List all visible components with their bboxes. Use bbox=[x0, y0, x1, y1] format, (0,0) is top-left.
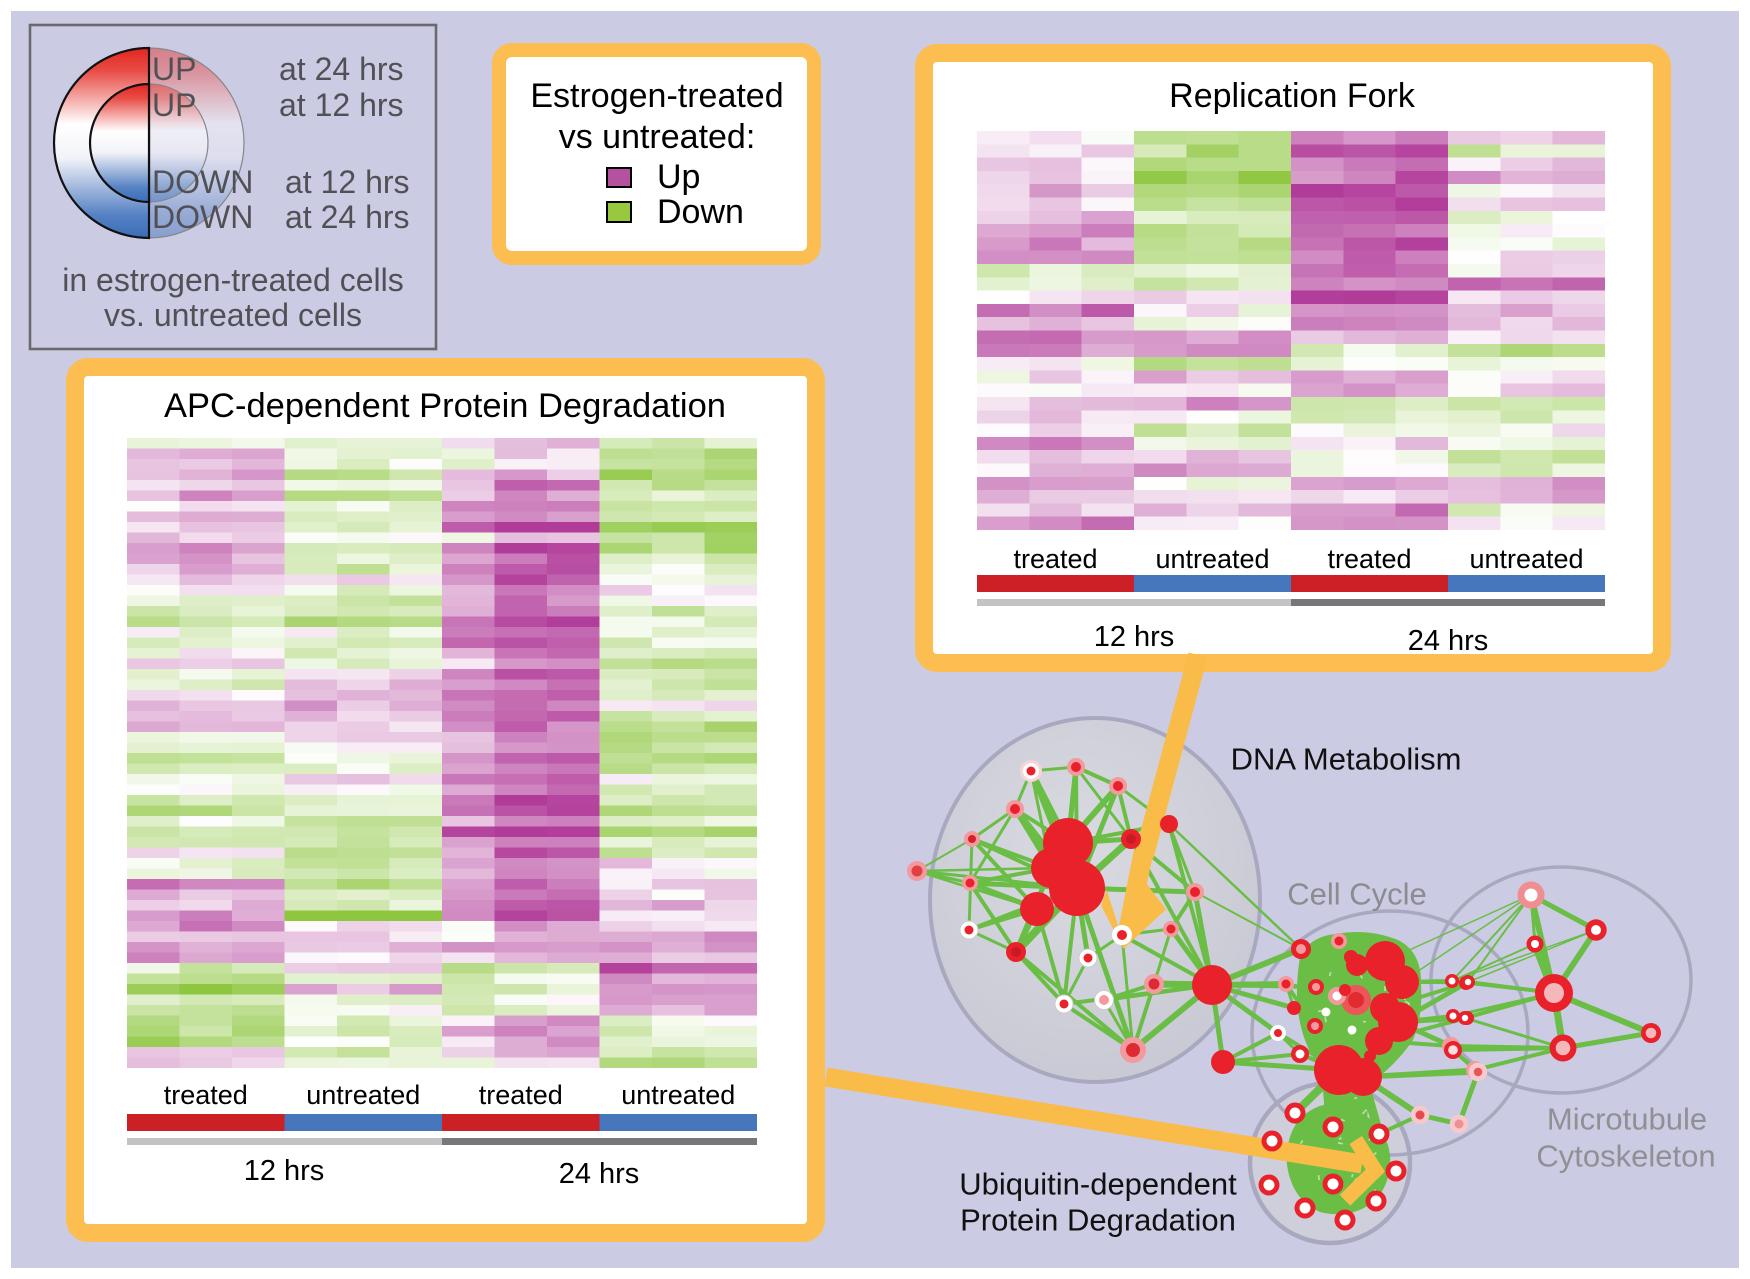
svg-text:Ubiquitin-dependent: Ubiquitin-dependent bbox=[959, 1167, 1237, 1202]
svg-text:untreated: untreated bbox=[1155, 544, 1269, 574]
svg-text:vs untreated:: vs untreated: bbox=[559, 118, 756, 156]
svg-text:Down: Down bbox=[657, 193, 744, 231]
svg-text:Cytoskeleton: Cytoskeleton bbox=[1536, 1139, 1715, 1174]
svg-text:Estrogen-treated: Estrogen-treated bbox=[530, 77, 783, 115]
svg-text:24 hrs: 24 hrs bbox=[559, 1158, 640, 1190]
svg-text:12 hrs: 12 hrs bbox=[244, 1155, 325, 1187]
svg-text:untreated: untreated bbox=[621, 1080, 735, 1110]
svg-text:at 24 hrs: at 24 hrs bbox=[279, 51, 404, 87]
svg-text:vs. untreated cells: vs. untreated cells bbox=[104, 297, 362, 333]
svg-text:DNA Metabolism: DNA Metabolism bbox=[1231, 742, 1462, 777]
svg-text:untreated: untreated bbox=[306, 1080, 420, 1110]
svg-text:at 24 hrs: at 24 hrs bbox=[285, 199, 410, 235]
svg-text:UP: UP bbox=[152, 51, 196, 87]
svg-text:12 hrs: 12 hrs bbox=[1094, 621, 1175, 653]
svg-text:APC-dependent Protein Degradat: APC-dependent Protein Degradation bbox=[164, 387, 726, 425]
svg-text:treated: treated bbox=[1013, 544, 1097, 574]
svg-text:UP: UP bbox=[152, 87, 196, 123]
svg-text:Up: Up bbox=[657, 158, 700, 196]
svg-text:treated: treated bbox=[164, 1080, 248, 1110]
svg-text:untreated: untreated bbox=[1469, 544, 1583, 574]
svg-text:at 12 hrs: at 12 hrs bbox=[279, 87, 404, 123]
svg-text:Microtubule: Microtubule bbox=[1547, 1102, 1707, 1137]
svg-text:DOWN: DOWN bbox=[152, 164, 253, 200]
svg-text:24 hrs: 24 hrs bbox=[1408, 625, 1489, 657]
svg-text:treated: treated bbox=[479, 1080, 563, 1110]
svg-text:DOWN: DOWN bbox=[152, 199, 253, 235]
svg-text:at 12 hrs: at 12 hrs bbox=[285, 164, 410, 200]
svg-text:in estrogen-treated cells: in estrogen-treated cells bbox=[62, 262, 404, 298]
svg-text:Replication Fork: Replication Fork bbox=[1169, 77, 1416, 115]
svg-text:Protein Degradation: Protein Degradation bbox=[960, 1203, 1236, 1238]
svg-text:Cell Cycle: Cell Cycle bbox=[1287, 877, 1427, 912]
svg-text:treated: treated bbox=[1327, 544, 1411, 574]
